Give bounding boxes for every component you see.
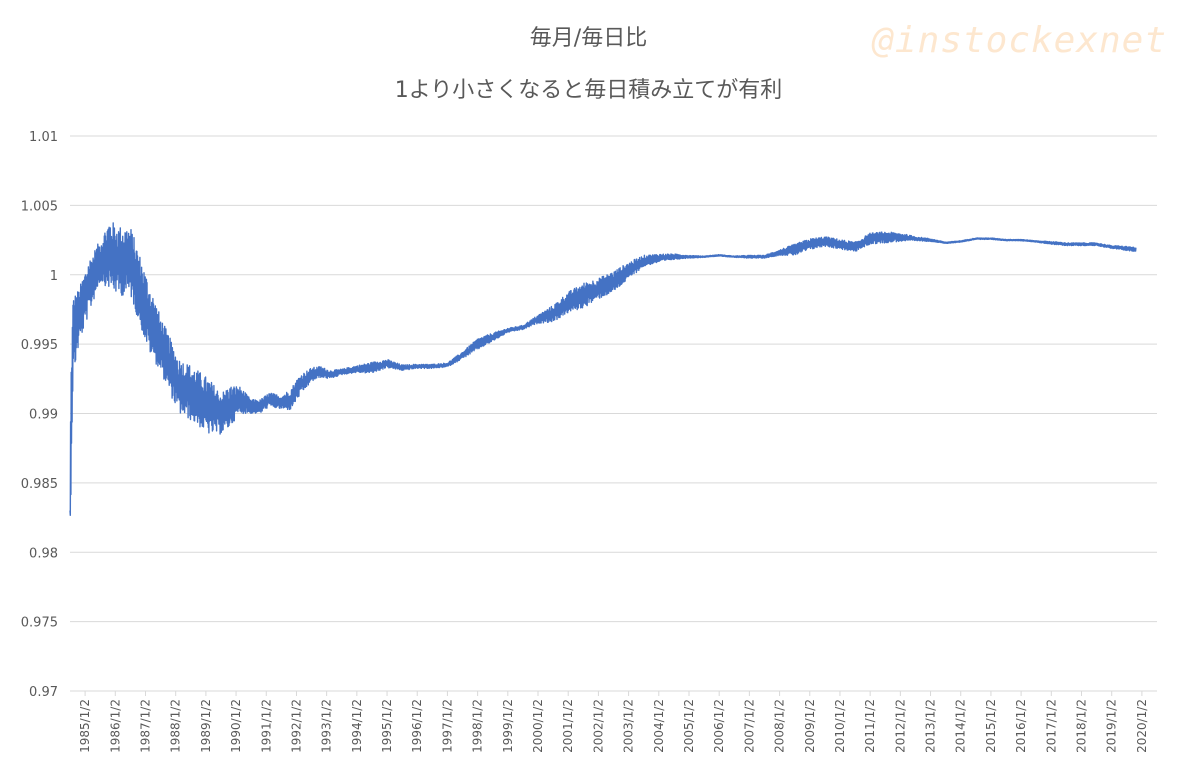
x-tick-label: 1999/1/2 [501, 699, 515, 753]
y-tick-label: 0.995 [21, 338, 58, 353]
y-tick-label: 0.97 [29, 685, 58, 700]
y-tick-label: 1 [50, 269, 58, 284]
x-tick-label: 2008/1/2 [773, 699, 787, 753]
y-tick-label: 1.005 [21, 199, 58, 214]
x-tick-label: 1992/1/2 [289, 699, 303, 753]
x-tick-label: 2001/1/2 [561, 699, 575, 753]
x-tick-label: 1990/1/2 [229, 699, 243, 753]
x-tick-label: 1997/1/2 [440, 699, 454, 753]
x-tick-label: 1991/1/2 [259, 699, 273, 753]
x-tick-label: 1986/1/2 [108, 699, 122, 753]
x-tick-label: 1995/1/2 [380, 699, 394, 753]
x-tick-label: 2018/1/2 [1075, 699, 1089, 753]
y-tick-label: 0.98 [29, 546, 58, 561]
x-tick-label: 2015/1/2 [984, 699, 998, 753]
x-tick-label: 1988/1/2 [169, 699, 183, 753]
y-tick-label: 0.985 [21, 477, 58, 492]
x-axis-ticks: 1985/1/2 1986/1/2 1987/1/2 1988/1/2 1989/1/2… [78, 691, 1149, 753]
x-tick-label: 2019/1/2 [1105, 699, 1119, 753]
x-tick-label: 2012/1/2 [893, 699, 907, 753]
x-tick-label: 2000/1/2 [531, 699, 545, 753]
x-tick-label: 2003/1/2 [622, 699, 636, 753]
y-tick-label: 1.01 [29, 130, 58, 145]
x-tick-label: 1989/1/2 [199, 699, 213, 753]
x-tick-label: 2006/1/2 [712, 699, 726, 753]
x-tick-label: 2020/1/2 [1135, 699, 1149, 753]
x-tick-label: 2016/1/2 [1014, 699, 1028, 753]
series-line [69, 222, 1137, 516]
x-tick-label: 2005/1/2 [682, 699, 696, 753]
x-tick-label: 2010/1/2 [833, 699, 847, 753]
x-tick-label: 2017/1/2 [1044, 699, 1058, 753]
series-group [69, 222, 1137, 516]
y-tick-label: 0.975 [21, 616, 58, 631]
y-axis-ticks: 1.01 1.005 1 0.995 0.99 0.985 0.98 0.975 0.97 [21, 130, 58, 700]
x-tick-label: 2013/1/2 [924, 699, 938, 753]
chart-title: 毎月/毎日比 [529, 26, 648, 51]
x-tick-label: 1985/1/2 [78, 699, 92, 753]
x-tick-label: 1994/1/2 [350, 699, 364, 753]
x-tick-label: 1998/1/2 [471, 699, 485, 753]
x-tick-label: 1996/1/2 [410, 699, 424, 753]
x-tick-label: 1987/1/2 [138, 699, 152, 753]
x-tick-label: 2007/1/2 [742, 699, 756, 753]
x-tick-label: 2011/1/2 [863, 699, 877, 753]
watermark-text: @instockexnet [872, 20, 1167, 61]
y-tick-label: 0.99 [29, 408, 58, 423]
chart-subtitle: 1より小さくなると毎日積み立てが有利 [394, 78, 783, 103]
x-tick-label: 2009/1/2 [803, 699, 817, 753]
gridlines [70, 135, 1157, 692]
x-tick-label: 2014/1/2 [954, 699, 968, 753]
x-tick-label: 1993/1/2 [320, 699, 334, 753]
x-tick-label: 2004/1/2 [652, 699, 666, 753]
x-tick-label: 2002/1/2 [591, 699, 605, 753]
